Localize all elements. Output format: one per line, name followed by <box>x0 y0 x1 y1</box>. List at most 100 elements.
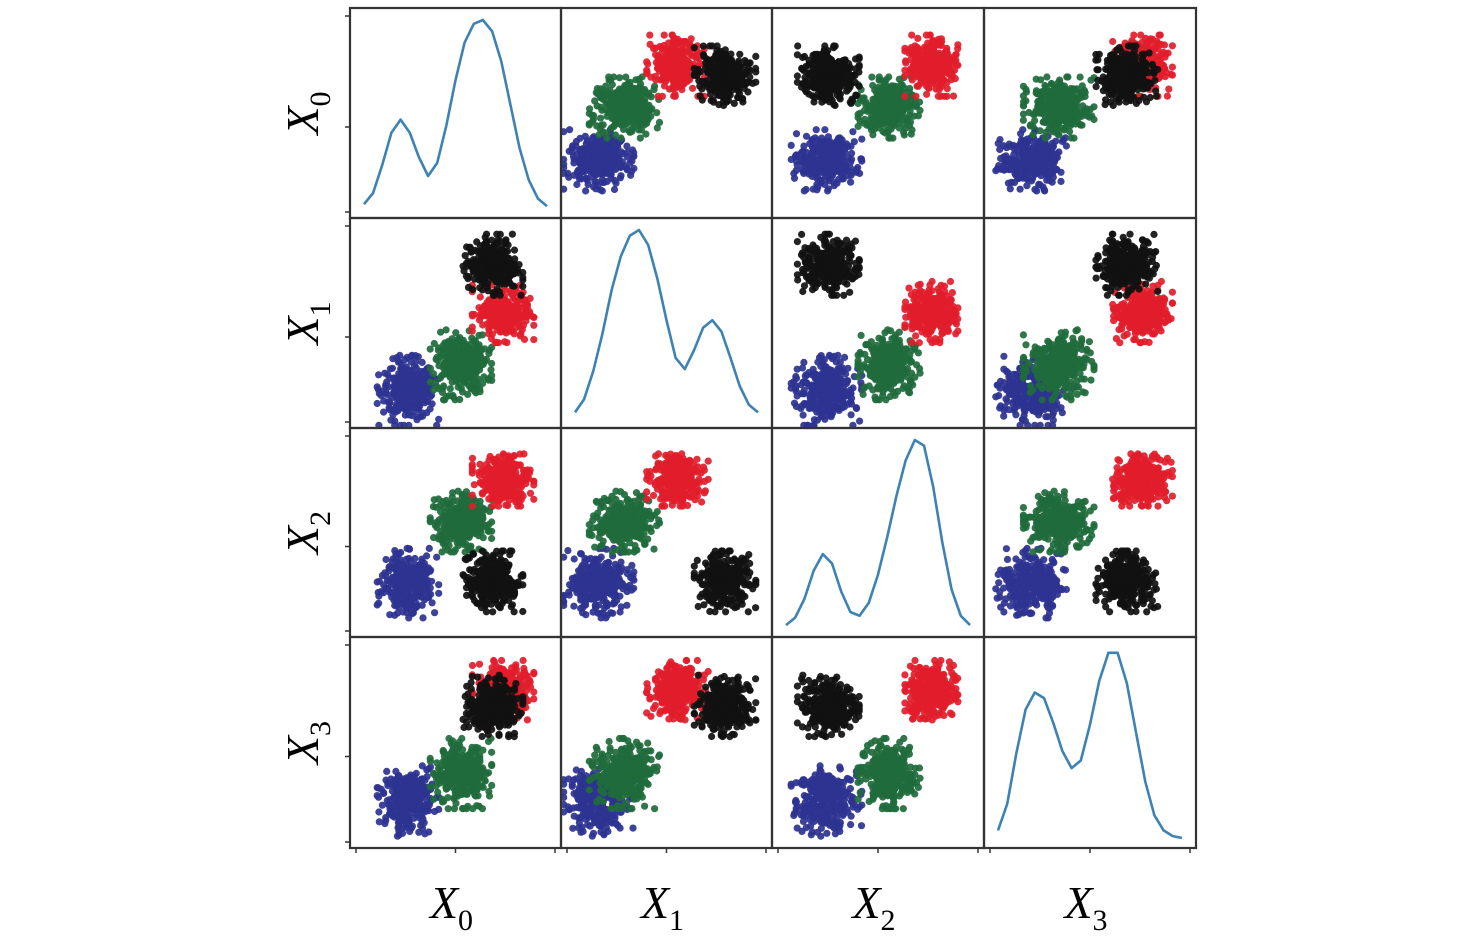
point <box>1056 81 1064 89</box>
point <box>599 121 607 129</box>
point <box>461 362 469 370</box>
point <box>581 132 589 140</box>
point <box>393 354 401 362</box>
point <box>821 42 829 50</box>
point <box>707 90 715 98</box>
point <box>813 167 821 175</box>
point <box>949 92 958 100</box>
point <box>1050 84 1058 92</box>
point <box>1035 158 1043 167</box>
point <box>384 371 392 379</box>
point <box>1019 110 1027 118</box>
point <box>826 170 834 178</box>
point <box>520 304 528 312</box>
point <box>797 157 805 165</box>
point <box>1127 92 1135 100</box>
point <box>1156 31 1164 39</box>
point <box>942 48 950 56</box>
point <box>709 55 717 63</box>
point <box>1045 176 1053 184</box>
point <box>1132 70 1140 78</box>
point <box>380 408 388 416</box>
point <box>849 128 857 136</box>
point <box>583 175 591 183</box>
point <box>908 126 916 134</box>
point <box>610 73 618 81</box>
point <box>682 56 691 64</box>
point <box>1130 79 1138 87</box>
point <box>1069 104 1077 112</box>
point <box>746 73 754 81</box>
point <box>752 78 760 86</box>
cell-r0-c1 <box>559 6 774 220</box>
point <box>500 326 508 334</box>
point <box>814 183 822 191</box>
point <box>468 327 476 335</box>
point <box>696 82 704 90</box>
point <box>818 84 827 92</box>
point <box>687 35 695 43</box>
point <box>600 157 609 165</box>
point <box>937 78 945 86</box>
point <box>924 84 933 92</box>
point <box>880 78 888 86</box>
point <box>488 306 496 314</box>
point <box>862 101 870 109</box>
point <box>440 370 448 378</box>
point <box>1034 103 1042 111</box>
point <box>734 87 742 95</box>
point <box>1157 50 1165 58</box>
point <box>626 95 634 103</box>
point <box>852 168 860 176</box>
point <box>844 81 853 89</box>
point <box>1073 85 1081 93</box>
point <box>610 185 619 194</box>
point <box>655 67 664 75</box>
point <box>386 365 394 373</box>
point <box>604 145 612 153</box>
point <box>448 355 457 363</box>
point <box>692 54 700 62</box>
point <box>1078 89 1086 97</box>
point <box>842 71 850 79</box>
point <box>643 58 651 66</box>
point <box>828 163 837 171</box>
point <box>468 310 476 318</box>
point <box>642 130 650 138</box>
point <box>835 76 844 84</box>
point <box>996 145 1004 154</box>
point <box>1025 108 1033 117</box>
point <box>873 89 881 97</box>
point <box>718 56 726 64</box>
point <box>1168 42 1176 50</box>
point <box>739 98 747 106</box>
point <box>494 326 502 334</box>
point <box>908 76 916 84</box>
point <box>905 46 913 54</box>
point <box>852 91 860 99</box>
point <box>1140 50 1148 58</box>
point <box>934 72 943 80</box>
point <box>816 66 824 74</box>
point <box>799 53 807 62</box>
point <box>878 120 886 128</box>
point <box>1108 78 1116 86</box>
point <box>653 124 661 132</box>
point <box>690 71 698 79</box>
cell-r0-c0 <box>348 6 563 220</box>
point <box>820 90 828 98</box>
point <box>1090 115 1098 124</box>
point <box>745 59 753 67</box>
point <box>456 395 464 404</box>
point <box>800 67 808 75</box>
point <box>457 341 465 349</box>
point <box>1022 88 1031 96</box>
point <box>508 230 516 238</box>
point <box>926 42 934 50</box>
point <box>505 325 513 333</box>
point <box>401 411 409 419</box>
point <box>1106 56 1114 64</box>
point <box>636 111 644 119</box>
point <box>440 382 448 390</box>
point <box>562 155 568 164</box>
